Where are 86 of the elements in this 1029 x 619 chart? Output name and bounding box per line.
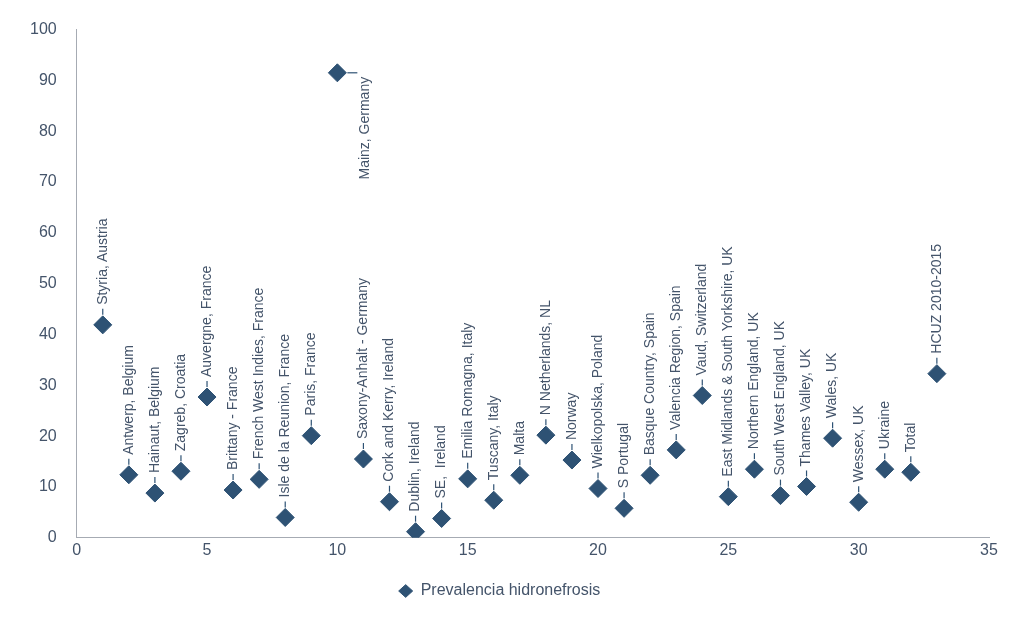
point	[406, 522, 426, 538]
x-tick-label: 25	[719, 540, 738, 558]
point	[197, 387, 217, 407]
x-tick-label: 10	[328, 540, 347, 558]
point	[379, 492, 399, 512]
y-tick-label: 80	[38, 121, 57, 139]
y-tick-label: 100	[29, 20, 57, 38]
annotation: Paris, France	[302, 332, 319, 416]
annotation: Dublin, Ireland	[406, 421, 423, 512]
point	[875, 459, 895, 479]
annotation: Thames Valley, UK	[797, 348, 814, 467]
point	[119, 465, 139, 485]
point	[640, 465, 660, 485]
point	[744, 459, 764, 479]
x-tick-label: 20	[589, 540, 608, 558]
point	[484, 490, 504, 510]
point	[614, 498, 634, 518]
y-tick-label: 60	[38, 223, 57, 241]
annotation: French West Indies, France	[250, 287, 267, 460]
annotation: Northern England, UK	[745, 311, 762, 450]
point	[797, 476, 817, 496]
y-tick-label: 70	[38, 172, 57, 190]
annotation: Isle de la Reunion, France	[276, 333, 293, 498]
point	[353, 449, 373, 469]
y-tick-label: 30	[38, 375, 57, 393]
annotation: Zagreb, Croatia	[171, 353, 188, 452]
point	[692, 386, 712, 405]
annotation: Emilia Romagna, Italy	[458, 322, 475, 459]
annotation: Styria, Austria	[93, 218, 110, 305]
point	[432, 508, 452, 528]
annotation: Basque Country, Spain	[641, 312, 657, 456]
y-tick-label: 0	[47, 528, 57, 546]
point	[536, 425, 556, 445]
point	[93, 315, 113, 335]
point	[171, 461, 191, 481]
point	[562, 450, 582, 470]
x-tick-label: 0	[72, 540, 82, 558]
legend-label: Prevalencia hidronefrosis	[420, 581, 601, 599]
annotation: Ukraine	[875, 400, 892, 450]
annotation: Mainz, Germany	[356, 76, 373, 180]
point	[145, 483, 165, 503]
annotation: Auvergne, France	[197, 265, 214, 378]
x-tick-label: 35	[980, 540, 998, 558]
point	[770, 486, 790, 506]
point	[901, 462, 921, 482]
annotation: Antwerp, Belgium	[119, 345, 136, 455]
annotation: Norway	[562, 392, 579, 441]
annotation: Wessex, UK	[849, 404, 866, 483]
point	[849, 492, 869, 512]
point	[458, 469, 478, 489]
annotation: Wales, UK	[823, 351, 840, 419]
annotation: SE, Ireland	[432, 425, 449, 499]
point	[223, 480, 243, 500]
y-tick-label: 10	[38, 477, 57, 495]
annotation: Malta	[510, 420, 527, 456]
point	[510, 465, 530, 485]
point	[718, 487, 738, 507]
point	[327, 63, 347, 83]
y-tick-label: 50	[38, 274, 57, 292]
annotation: HCUZ 2010-2015	[927, 243, 944, 354]
y-tick-label: 90	[38, 70, 57, 88]
annotation: Wielkopolska, Poland	[588, 334, 605, 469]
annotation: Valencia Region, Spain	[667, 285, 684, 430]
x-tick-label: 15	[458, 540, 477, 558]
annotation: Total	[901, 422, 918, 453]
point	[927, 364, 947, 384]
annotation: Brittany - France	[223, 366, 240, 471]
point	[588, 479, 608, 499]
point	[275, 507, 295, 527]
x-tick-label: 5	[202, 540, 212, 558]
point	[823, 428, 843, 448]
annotation: Vaud, Switzerland	[693, 263, 710, 376]
annotation: Tuscany, Italy	[484, 395, 501, 481]
annotation: Hainaut, Belgium	[145, 366, 162, 474]
annotation: South West England, UK	[771, 320, 788, 476]
point	[301, 426, 321, 446]
y-tick-label: 40	[38, 324, 57, 342]
y-tick-label: 20	[38, 426, 57, 444]
point	[249, 469, 269, 489]
x-tick-label: 30	[849, 540, 868, 558]
annotation: East Midlands & South Yorkshire, UK	[719, 245, 736, 477]
annotation: N Netherlands, NL	[536, 299, 553, 416]
point	[666, 440, 686, 460]
annotation: S Portugal	[614, 422, 631, 489]
annotation: Cork and Kerry, Ireland	[380, 338, 397, 482]
annotation: Saxony-Anhalt - Germany	[354, 277, 371, 440]
